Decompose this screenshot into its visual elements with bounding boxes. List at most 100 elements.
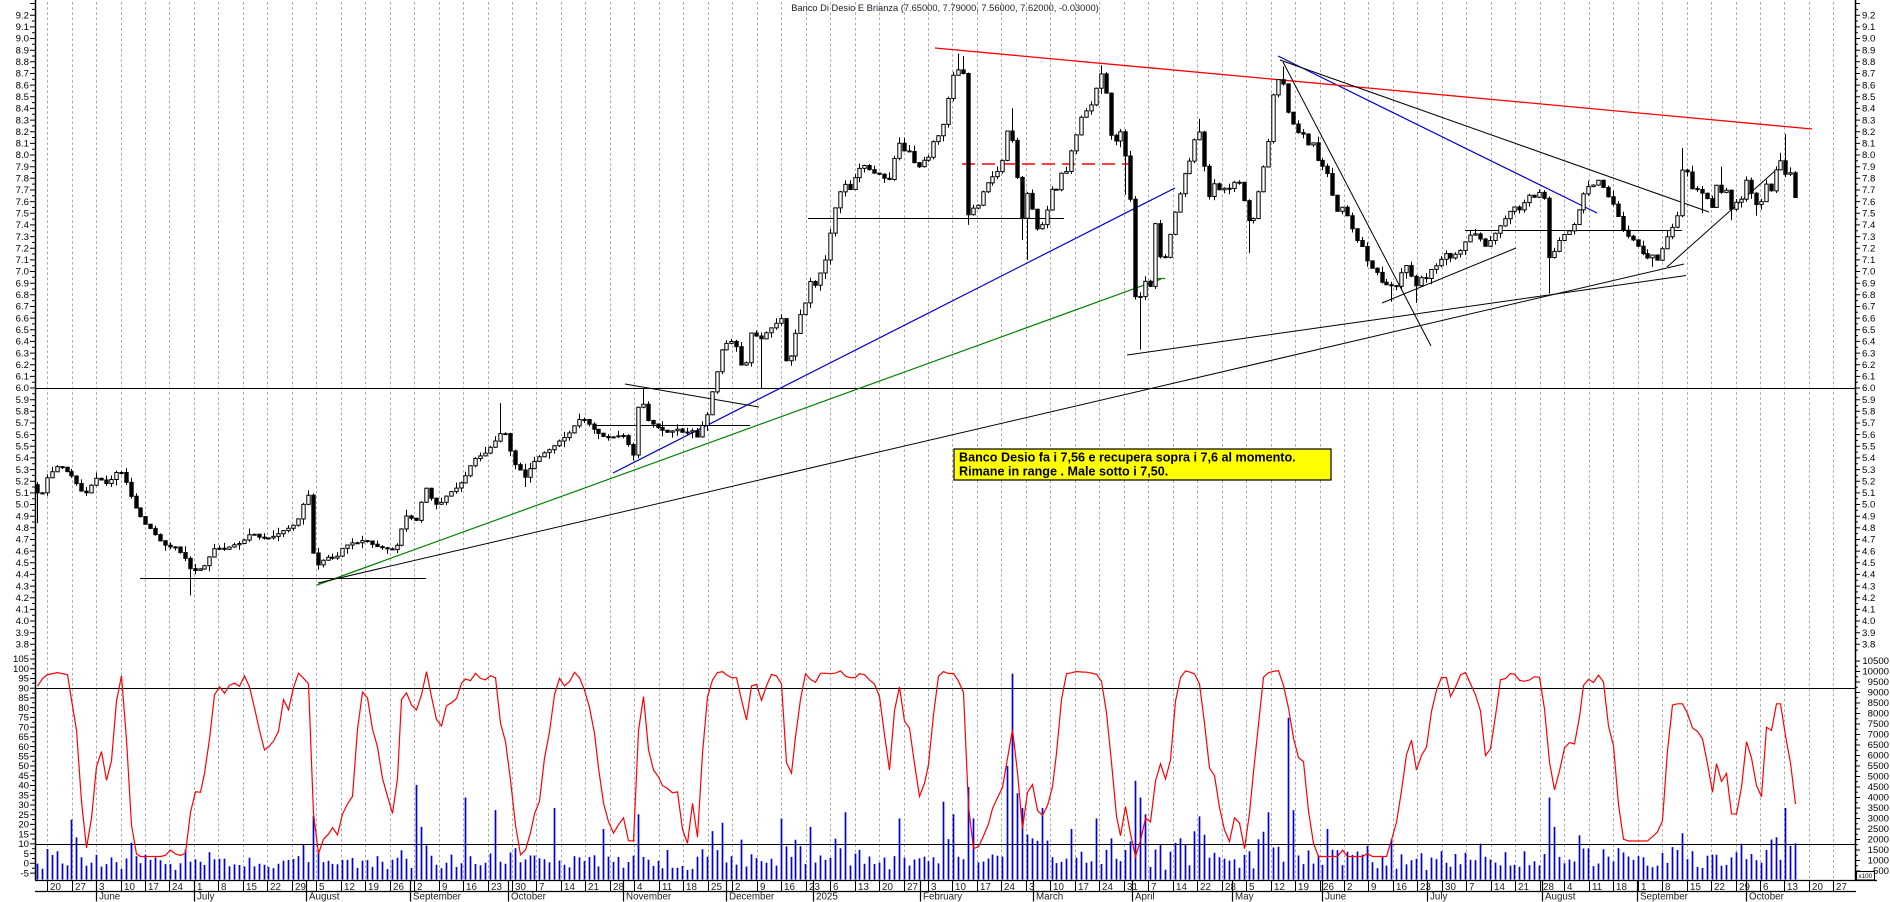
svg-text:17: 17 (148, 882, 159, 893)
svg-text:5.9: 5.9 (1862, 395, 1875, 406)
svg-text:23: 23 (809, 882, 820, 893)
svg-text:8.5: 8.5 (16, 92, 29, 103)
svg-text:4.2: 4.2 (1862, 593, 1875, 604)
svg-text:March: March (1036, 892, 1063, 902)
svg-text:8.2: 8.2 (16, 127, 29, 138)
svg-text:8.1: 8.1 (1862, 139, 1875, 150)
svg-text:8.9: 8.9 (1862, 45, 1875, 56)
svg-text:9.2: 9.2 (1862, 10, 1875, 21)
svg-text:28: 28 (1225, 882, 1236, 893)
svg-text:1000: 1000 (1868, 856, 1889, 867)
svg-text:24: 24 (1102, 882, 1113, 893)
svg-text:55: 55 (18, 752, 29, 763)
svg-text:24: 24 (1004, 882, 1015, 893)
svg-text:27: 27 (75, 882, 86, 893)
svg-text:6.2: 6.2 (16, 360, 29, 371)
svg-text:August: August (1545, 892, 1576, 902)
svg-text:4.4: 4.4 (1862, 570, 1876, 581)
svg-text:4.6: 4.6 (16, 546, 29, 557)
svg-text:6.2: 6.2 (1862, 360, 1875, 371)
svg-text:20: 20 (18, 820, 29, 831)
svg-text:7.1: 7.1 (1862, 255, 1875, 266)
svg-text:8.5: 8.5 (1862, 92, 1875, 103)
svg-text:Banco Di Desio E Brianza (7.65: Banco Di Desio E Brianza (7.65000, 7.790… (791, 3, 1099, 13)
svg-text:4.3: 4.3 (16, 581, 29, 592)
svg-text:18: 18 (1616, 882, 1627, 893)
svg-text:5.6: 5.6 (16, 430, 29, 441)
svg-text:7.6: 7.6 (16, 197, 29, 208)
svg-text:7.4: 7.4 (1862, 220, 1876, 231)
svg-text:29: 29 (295, 882, 306, 893)
svg-text:June: June (99, 892, 121, 902)
svg-text:6.1: 6.1 (1862, 372, 1875, 383)
svg-text:10500: 10500 (1862, 656, 1889, 667)
svg-text:10: 10 (18, 839, 29, 850)
svg-text:3: 3 (1029, 882, 1035, 893)
svg-text:5: 5 (1249, 882, 1255, 893)
svg-text:27: 27 (1836, 882, 1847, 893)
svg-text:95: 95 (18, 674, 29, 685)
svg-text:12: 12 (344, 882, 355, 893)
svg-text:2025: 2025 (816, 892, 838, 902)
svg-text:3.9: 3.9 (1862, 628, 1875, 639)
svg-text:5: 5 (24, 849, 29, 860)
svg-text:3500: 3500 (1868, 803, 1889, 814)
svg-text:65: 65 (18, 732, 29, 743)
svg-text:June: June (1325, 892, 1347, 902)
svg-text:23: 23 (1420, 882, 1431, 893)
svg-text:7.9: 7.9 (1862, 162, 1875, 173)
svg-text:8: 8 (1665, 882, 1671, 893)
svg-text:8.2: 8.2 (1862, 127, 1875, 138)
svg-text:5.0: 5.0 (16, 500, 29, 511)
svg-text:July: July (1430, 892, 1448, 902)
svg-text:5.8: 5.8 (1862, 407, 1875, 418)
svg-text:5.4: 5.4 (1862, 453, 1876, 464)
svg-text:3.8: 3.8 (16, 640, 29, 651)
svg-text:7: 7 (1151, 882, 1156, 893)
svg-text:3: 3 (99, 882, 105, 893)
svg-text:9000: 9000 (1868, 688, 1889, 699)
svg-text:3: 3 (931, 882, 937, 893)
svg-text:85: 85 (18, 693, 29, 704)
svg-text:22: 22 (270, 882, 281, 893)
svg-text:4.0: 4.0 (1862, 616, 1875, 627)
svg-text:16: 16 (1396, 882, 1407, 893)
svg-text:September: September (1640, 892, 1689, 902)
svg-text:8.6: 8.6 (1862, 80, 1875, 91)
svg-text:6.5: 6.5 (16, 325, 29, 336)
svg-text:30: 30 (515, 882, 526, 893)
svg-text:8.6: 8.6 (16, 80, 29, 91)
svg-text:17: 17 (1078, 882, 1089, 893)
svg-text:7.7: 7.7 (16, 185, 29, 196)
svg-text:May: May (1235, 892, 1254, 902)
svg-text:6.4: 6.4 (1862, 337, 1876, 348)
svg-text:29: 29 (1739, 882, 1750, 893)
svg-text:14: 14 (1494, 882, 1505, 893)
svg-text:12: 12 (1274, 882, 1285, 893)
svg-text:5.8: 5.8 (16, 407, 29, 418)
svg-text:4.7: 4.7 (16, 535, 29, 546)
svg-text:5.4: 5.4 (16, 453, 30, 464)
svg-text:8.8: 8.8 (16, 57, 29, 68)
svg-text:8500: 8500 (1868, 698, 1889, 709)
svg-text:2: 2 (735, 882, 740, 893)
svg-text:0: 0 (24, 859, 29, 870)
svg-text:10: 10 (124, 882, 135, 893)
svg-text:7000: 7000 (1868, 730, 1889, 741)
svg-text:6.1: 6.1 (16, 372, 29, 383)
svg-text:13: 13 (858, 882, 869, 893)
svg-text:4.0: 4.0 (16, 616, 29, 627)
svg-text:6.9: 6.9 (16, 278, 29, 289)
svg-text:4000: 4000 (1868, 793, 1889, 804)
svg-text:6.8: 6.8 (1862, 290, 1875, 301)
svg-text:8.3: 8.3 (1862, 115, 1875, 126)
svg-text:6: 6 (833, 882, 839, 893)
svg-text:30: 30 (18, 800, 29, 811)
svg-text:4.6: 4.6 (1862, 546, 1875, 557)
svg-text:5.2: 5.2 (1862, 476, 1875, 487)
svg-text:4: 4 (637, 882, 643, 893)
svg-text:30: 30 (1445, 882, 1456, 893)
svg-text:8.0: 8.0 (1862, 150, 1875, 161)
svg-text:4.4: 4.4 (16, 570, 30, 581)
svg-text:4.2: 4.2 (16, 593, 29, 604)
